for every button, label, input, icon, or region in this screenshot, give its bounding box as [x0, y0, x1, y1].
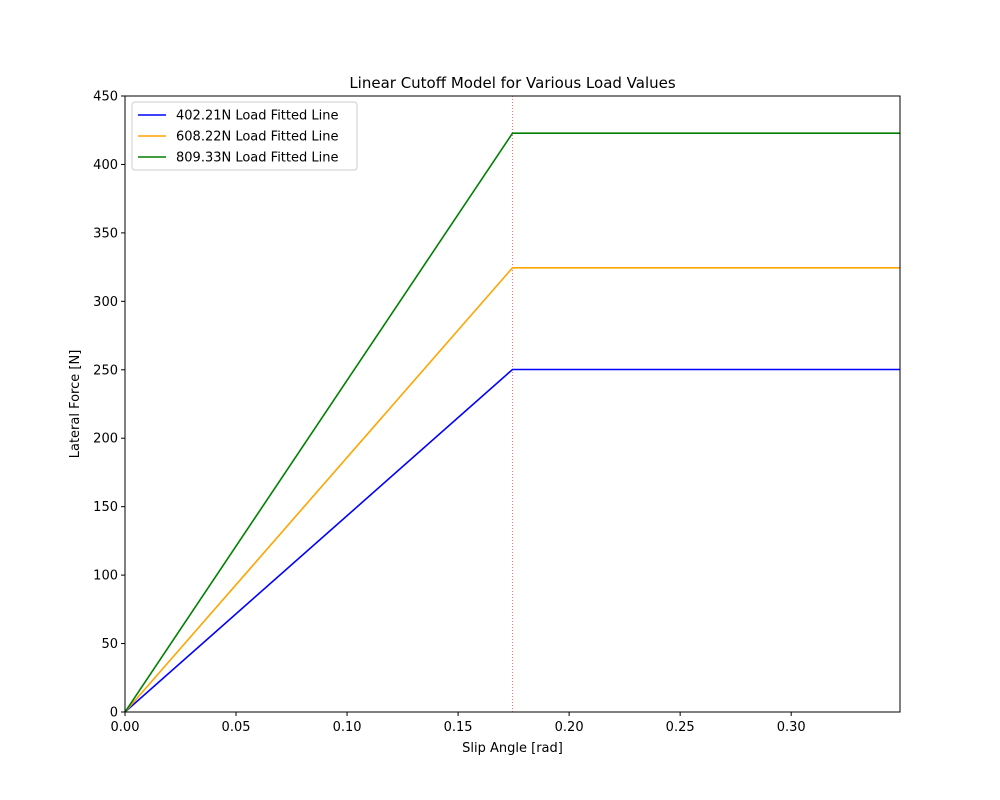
y-tick-label: 150 [93, 500, 118, 515]
y-tick-label: 300 [93, 295, 118, 310]
legend: 402.21N Load Fitted Line 608.22N Load Fit… [131, 101, 358, 171]
legend-box [131, 101, 358, 171]
y-tick-label: 0 [110, 706, 118, 721]
x-tick-label: 0.20 [555, 720, 584, 735]
y-tick-label: 350 [93, 226, 118, 241]
series-line-3 [124, 132, 900, 713]
x-tick-label: 0.05 [222, 720, 251, 735]
y-tick-label: 400 [93, 158, 118, 173]
y-axis-label: Lateral Force [N] [68, 350, 83, 459]
series-line-2 [124, 266, 900, 713]
y-tick-label: 200 [93, 432, 118, 447]
x-axis-label: Slip Angle [rad] [462, 741, 563, 756]
x-tick-label: 0.30 [777, 720, 806, 735]
x-tick-label: 0.00 [111, 720, 140, 735]
plot-area: 0.00 0.05 0.10 0.15 0.20 0.25 0.30 0 50 100 150 200… [93, 90, 901, 735]
y-tick-label: 50 [101, 637, 118, 652]
axes-frame [124, 95, 901, 713]
legend-label: 809.33N Load Fitted Line [176, 151, 338, 166]
y-tick-label: 100 [93, 569, 118, 584]
y-tick-label: 250 [93, 363, 118, 378]
x-tick-label: 0.15 [444, 720, 473, 735]
chart-title: Linear Cutoff Model for Various Load Val… [349, 74, 676, 92]
x-tick-label: 0.10 [333, 720, 362, 735]
legend-label: 402.21N Load Fitted Line [176, 109, 338, 124]
y-tick-label: 450 [93, 90, 118, 105]
x-tick-label: 0.25 [666, 720, 695, 735]
series-line-1 [124, 368, 900, 713]
legend-label: 608.22N Load Fitted Line [176, 130, 338, 145]
